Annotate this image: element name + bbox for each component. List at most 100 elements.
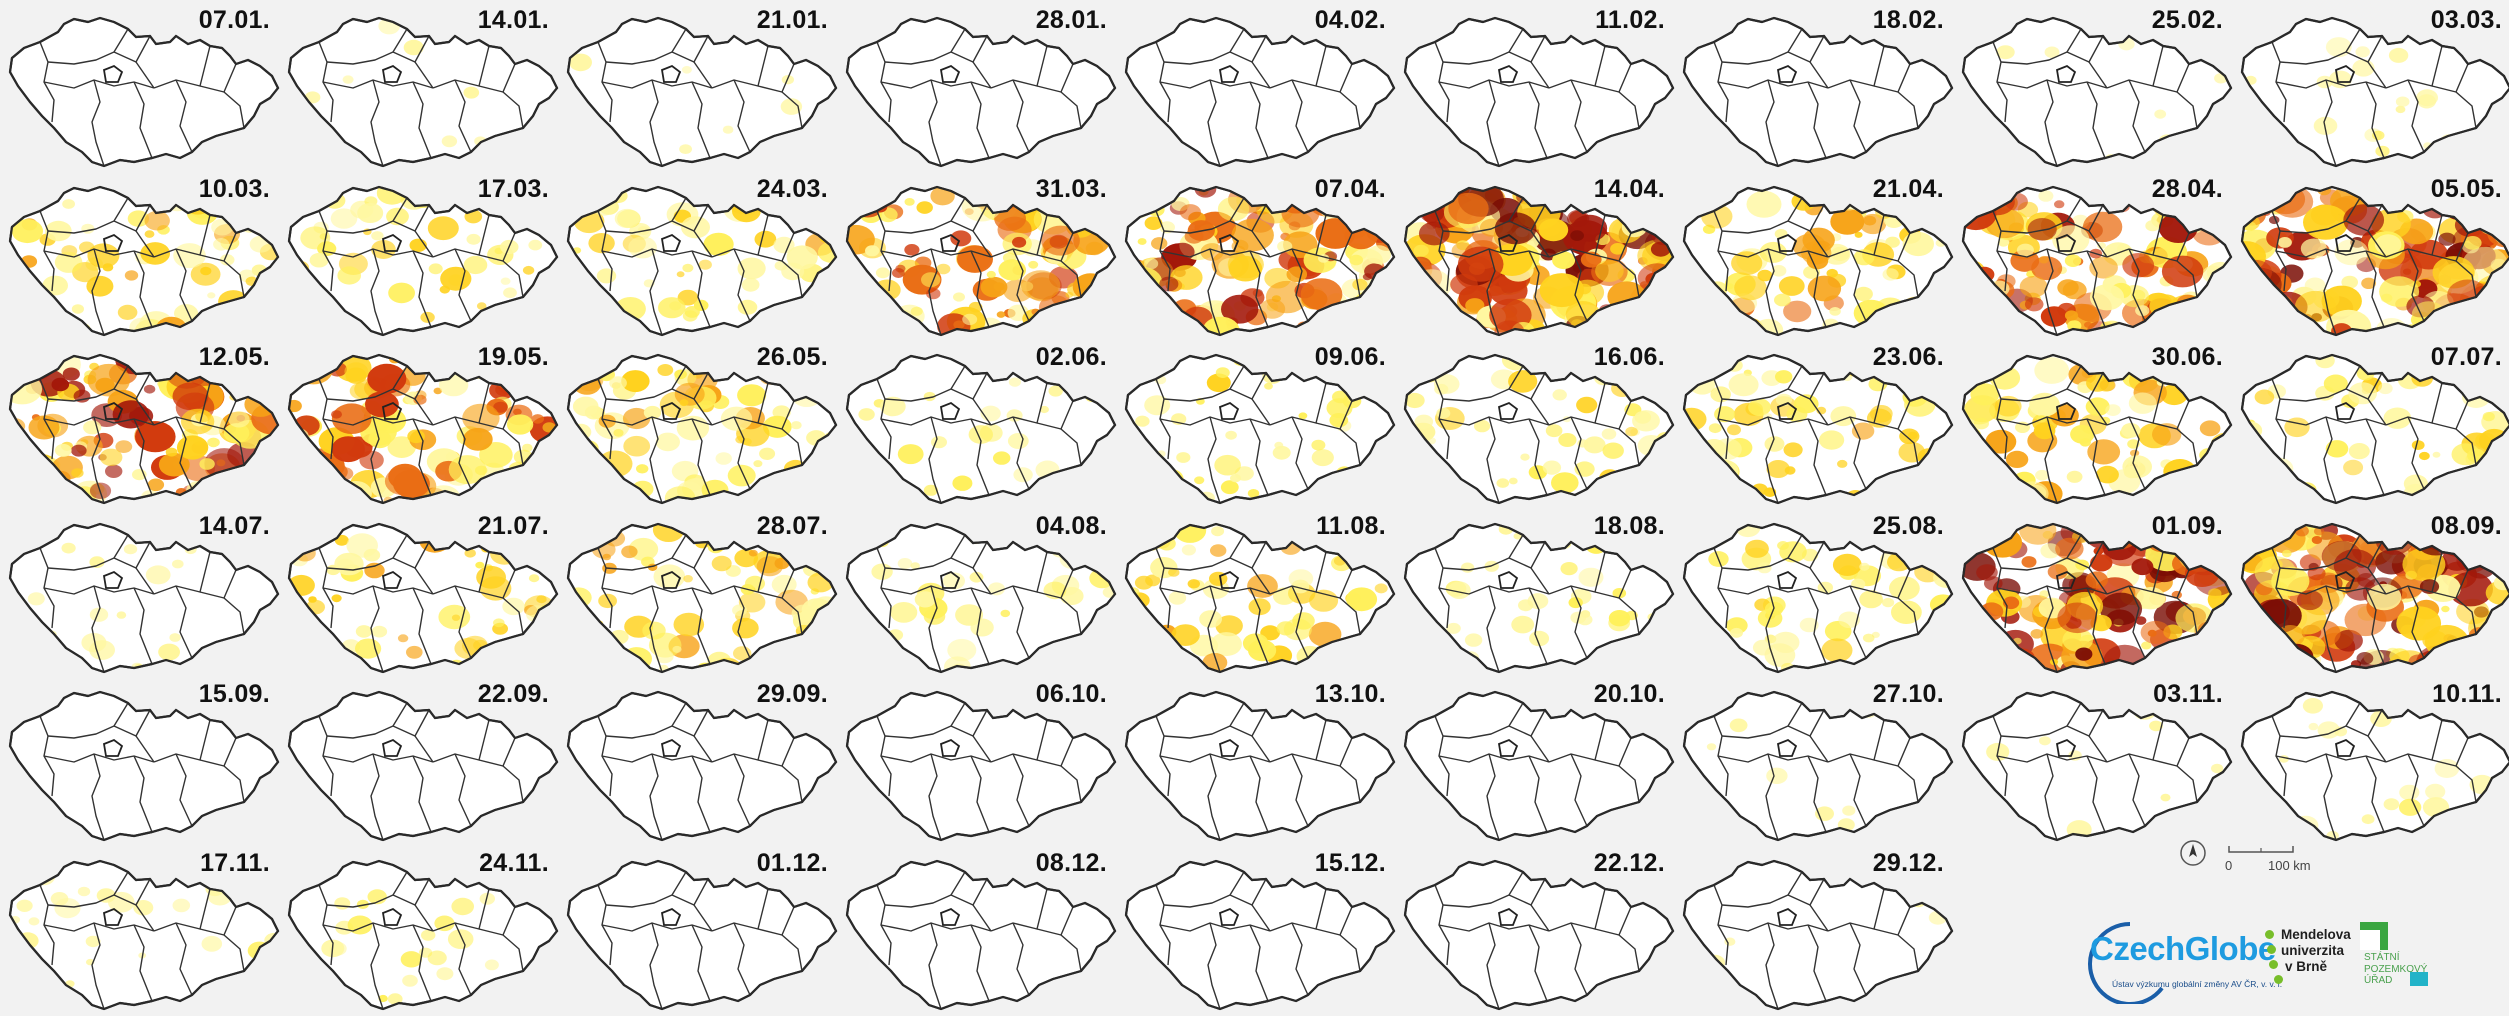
czech-republic-map bbox=[1682, 522, 1954, 673]
drought-map-tile: 17.11. bbox=[4, 845, 282, 1013]
drought-patch bbox=[516, 639, 527, 648]
region-border bbox=[2086, 418, 2106, 496]
drought-patch bbox=[2030, 628, 2044, 639]
drought-patch bbox=[135, 421, 176, 453]
region-border bbox=[691, 755, 711, 833]
region-border bbox=[326, 702, 408, 739]
region-border bbox=[223, 259, 245, 297]
region-border bbox=[1438, 921, 1550, 932]
region-border bbox=[1827, 551, 1885, 595]
drought-patch bbox=[2245, 619, 2271, 639]
drought-patch bbox=[926, 287, 941, 299]
drought-patch bbox=[169, 632, 181, 642]
drought-patch bbox=[245, 458, 268, 476]
drought-patch bbox=[904, 197, 915, 206]
region-border bbox=[1849, 416, 1867, 490]
region-border bbox=[733, 753, 751, 827]
prague-border bbox=[939, 401, 961, 420]
country-border bbox=[2240, 16, 2509, 168]
region-border bbox=[1269, 382, 1327, 426]
czech-republic-map bbox=[287, 859, 559, 1010]
drought-patch bbox=[1766, 460, 1790, 478]
czech-republic-map bbox=[1403, 16, 1675, 168]
drought-map-tile: 29.12. bbox=[1678, 845, 1956, 1013]
drought-map-tile: 03.11. bbox=[1957, 676, 2235, 844]
region-border bbox=[1163, 197, 1245, 234]
drought-patch bbox=[1634, 411, 1652, 424]
region-border bbox=[1809, 904, 1829, 931]
drought-patch bbox=[1974, 371, 1987, 381]
region-border bbox=[1251, 735, 1271, 763]
mendelu-line3: v Brně bbox=[2285, 959, 2328, 974]
drought-patch bbox=[488, 483, 510, 500]
drought-patch bbox=[440, 266, 472, 291]
drought-patch bbox=[1802, 227, 1835, 253]
drought-patch bbox=[244, 468, 255, 477]
region-border bbox=[1269, 719, 1327, 763]
prague-border bbox=[1776, 233, 1798, 252]
drought-patch bbox=[10, 373, 43, 405]
drought-patch bbox=[1630, 546, 1641, 555]
region-border bbox=[733, 585, 751, 658]
region-border bbox=[1721, 28, 1803, 65]
map-date-label: 08.12. bbox=[1035, 848, 1107, 877]
prague-border bbox=[102, 570, 124, 589]
drought-patch bbox=[1937, 894, 1952, 905]
drought-patch bbox=[2382, 523, 2421, 548]
drought-patch bbox=[1126, 636, 1154, 660]
region-border bbox=[1486, 416, 1500, 504]
region-border bbox=[153, 719, 211, 763]
drought-patch bbox=[976, 531, 989, 541]
drought-patch bbox=[330, 489, 341, 497]
prague-border bbox=[660, 64, 682, 83]
drought-patch bbox=[1126, 632, 1148, 649]
region-border bbox=[1159, 416, 1271, 426]
prague-border bbox=[1497, 64, 1519, 83]
drought-patch bbox=[1542, 460, 1562, 475]
drought-patch bbox=[349, 382, 371, 400]
drought-patch bbox=[698, 259, 712, 270]
drought-patch bbox=[1083, 313, 1115, 335]
drought-patch bbox=[2263, 305, 2285, 322]
map-date-label: 03.11. bbox=[2153, 680, 2223, 708]
drought-patch bbox=[2005, 523, 2016, 531]
drought-patch bbox=[1171, 242, 1195, 261]
drought-patch bbox=[528, 239, 543, 250]
drought-patch bbox=[1311, 449, 1334, 467]
drought-patch bbox=[1595, 491, 1619, 503]
region-border bbox=[2455, 259, 2477, 297]
drought-patch bbox=[2269, 357, 2281, 366]
drought-map-tile: 21.01. bbox=[562, 2, 840, 170]
drought-patch bbox=[1858, 195, 1870, 204]
drought-patch bbox=[1217, 196, 1250, 221]
czech-republic-map bbox=[8, 690, 280, 842]
region-border bbox=[1207, 753, 1221, 841]
czech-republic-map bbox=[287, 522, 559, 673]
region-border bbox=[884, 197, 966, 234]
region-border bbox=[1269, 214, 1327, 258]
drought-patch bbox=[2211, 763, 2224, 774]
drought-patch bbox=[1602, 442, 1624, 459]
drought-patch bbox=[2485, 580, 2509, 605]
drought-patch bbox=[157, 379, 167, 388]
region-border bbox=[1897, 596, 1919, 634]
drought-patch bbox=[463, 427, 493, 451]
czech-republic-map bbox=[1124, 522, 1396, 673]
drought-patch bbox=[1274, 441, 1284, 449]
region-border bbox=[970, 250, 990, 327]
region-border bbox=[1807, 418, 1827, 496]
country-border bbox=[8, 859, 280, 1010]
region-border bbox=[1721, 197, 1803, 234]
region-border bbox=[972, 398, 992, 426]
region-border bbox=[1530, 398, 1550, 426]
drought-patch bbox=[2005, 450, 2029, 468]
region-border bbox=[91, 922, 105, 1009]
drought-patch bbox=[172, 382, 209, 411]
region-border bbox=[2407, 753, 2425, 827]
drought-patch bbox=[1708, 488, 1721, 498]
region-border bbox=[693, 398, 713, 426]
drought-patch bbox=[759, 447, 776, 460]
country-border bbox=[845, 185, 1117, 336]
region-border bbox=[1159, 247, 1271, 258]
drought-patch bbox=[1248, 597, 1271, 615]
